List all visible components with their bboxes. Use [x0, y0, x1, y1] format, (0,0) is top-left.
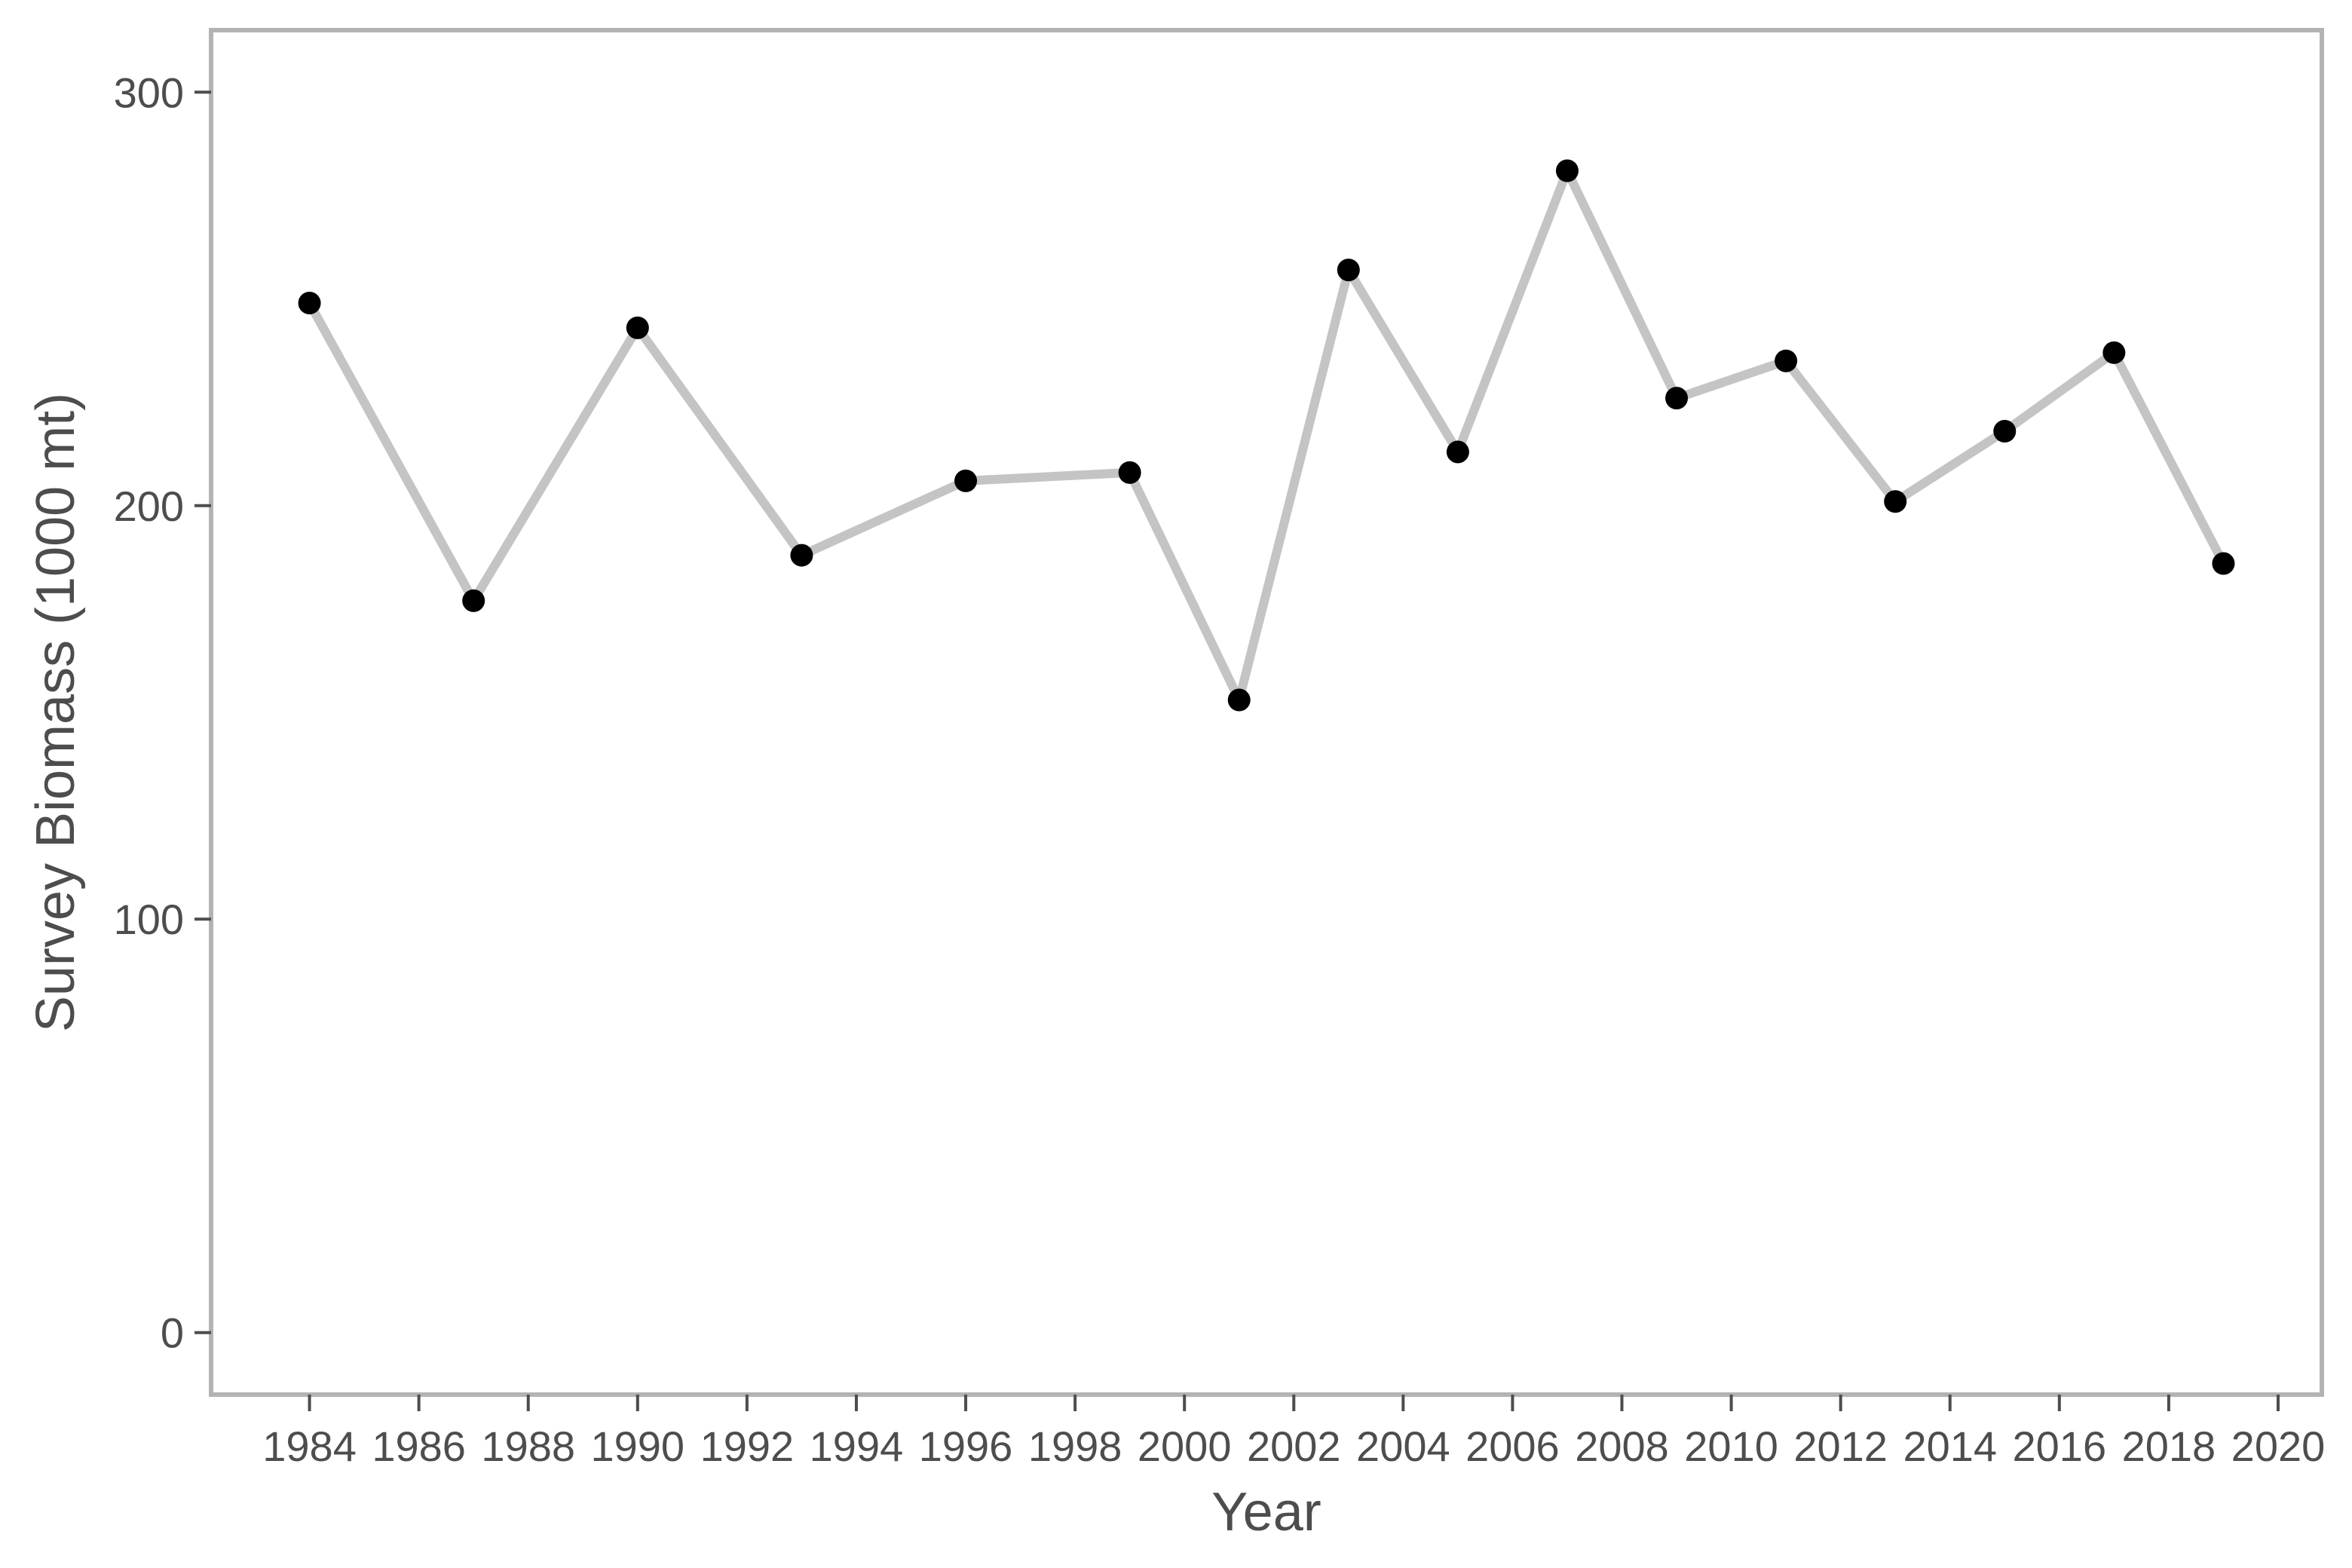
x-tick-label: 1986 [372, 1423, 466, 1470]
x-tick-label: 1990 [591, 1423, 685, 1470]
x-tick-label: 2008 [1575, 1423, 1669, 1470]
x-tick-label: 2014 [1903, 1423, 1997, 1470]
series-line [305, 166, 2228, 705]
data-point [1665, 387, 1689, 410]
x-tick-label: 1996 [919, 1423, 1013, 1470]
x-tick-label: 2006 [1465, 1423, 1560, 1470]
series-layer [298, 159, 2235, 712]
x-tick-label: 2010 [1684, 1423, 1778, 1470]
data-point [298, 292, 321, 314]
data-point [626, 316, 649, 339]
data-point [1993, 420, 2017, 443]
x-tick-label: 1994 [810, 1423, 904, 1470]
data-point [1118, 461, 1141, 484]
data-point [790, 544, 813, 567]
x-tick-label: 1984 [262, 1423, 357, 1470]
data-point [462, 589, 485, 612]
x-axis-title: Year [1211, 1482, 1321, 1542]
y-tick-label: 200 [114, 482, 184, 530]
data-point [1227, 688, 1251, 712]
y-axis-title: Survey Biomass (1000 mt) [26, 393, 86, 1032]
x-tick-label: 2000 [1138, 1423, 1232, 1470]
x-tick-label: 2016 [2013, 1423, 2107, 1470]
x-tick-label: 2012 [1793, 1423, 1888, 1470]
x-axis-ticks: 1984 1986 1988 1990 1992 1994 1996 1998 2000 2002… [262, 1395, 2325, 1470]
y-axis-ticks: 0 100 200 300 [114, 69, 211, 1357]
data-point [1446, 440, 1469, 464]
data-point [1337, 259, 1360, 282]
y-tick-label: 300 [114, 69, 184, 116]
x-tick-label: 2002 [1247, 1423, 1341, 1470]
y-tick-label: 0 [161, 1309, 184, 1357]
x-tick-label: 1998 [1028, 1423, 1122, 1470]
y-tick-label: 100 [114, 896, 184, 943]
x-tick-label: 2004 [1356, 1423, 1450, 1470]
x-tick-label: 1988 [481, 1423, 575, 1470]
data-point [2212, 552, 2235, 575]
data-point [954, 469, 978, 492]
data-point [1884, 490, 1907, 513]
x-tick-label: 1992 [700, 1423, 795, 1470]
panel-frame [209, 28, 2324, 1397]
data-point [1775, 349, 1798, 372]
data-point [1555, 159, 1579, 182]
x-tick-label: 2018 [2122, 1423, 2216, 1470]
data-point [2102, 341, 2126, 364]
x-tick-label: 2020 [2231, 1423, 2326, 1470]
